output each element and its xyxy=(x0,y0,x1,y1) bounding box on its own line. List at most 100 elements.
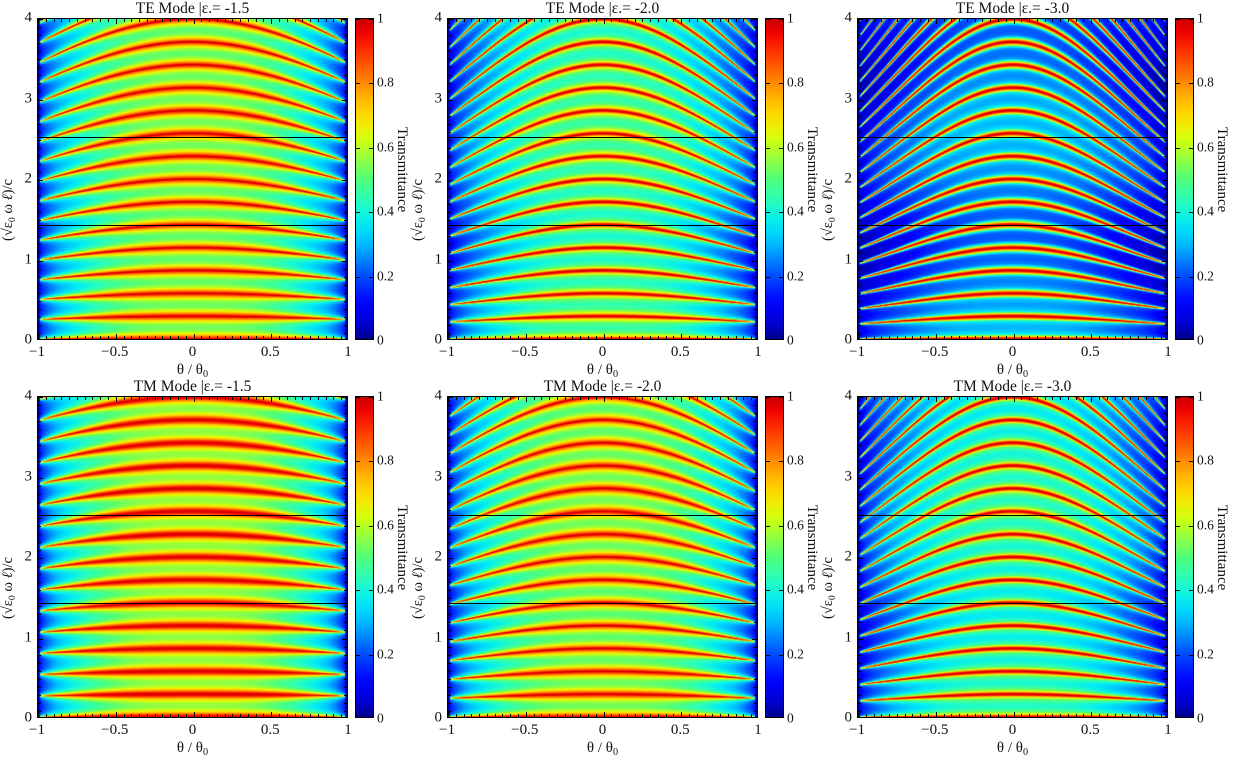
heatmap-raster xyxy=(858,397,1167,717)
y-tick-label: 3 xyxy=(24,468,33,484)
x-tick-label: 0.5 xyxy=(260,344,280,360)
colorbar-tick-label: 0.8 xyxy=(787,452,804,468)
colorbar-title: Transmittance xyxy=(394,505,410,591)
y-tick-label: 0 xyxy=(844,709,853,726)
colorbar xyxy=(1175,396,1194,718)
x-tick-label: 0 xyxy=(598,722,607,738)
colorbar-tick xyxy=(766,19,770,20)
colorbar-tick-label: 0.4 xyxy=(1197,203,1214,219)
panel-te--3: TE Mode |ε.= -3.0 −1 −0.5 0 0.5 1 0 1 2 3 4 θ / θ0 (… xyxy=(820,0,1240,382)
marker-line xyxy=(858,514,1167,516)
colorbar-tick-label: 0.4 xyxy=(377,203,394,219)
x-tick-label: 0 xyxy=(188,344,197,360)
colorbar-tick-label: 0 xyxy=(787,710,794,726)
colorbar xyxy=(765,396,784,718)
colorbar-tick xyxy=(356,276,360,278)
colorbar-tick-label: 0.4 xyxy=(1197,581,1214,597)
colorbar-tick xyxy=(779,276,783,278)
colorbar-tick xyxy=(369,461,373,463)
x-axis-title: θ / θ0 xyxy=(996,362,1029,380)
x-tick-label: 0 xyxy=(1008,344,1017,360)
colorbar-tick xyxy=(1176,212,1180,214)
x-tick-label: −0.5 xyxy=(511,722,539,738)
colorbar-tick xyxy=(766,83,770,85)
colorbar-tick xyxy=(369,83,373,85)
colorbar-tick-label: 0.6 xyxy=(377,139,394,155)
colorbar-tick xyxy=(1189,147,1193,149)
colorbar xyxy=(1175,18,1194,340)
x-tick-label: 0.5 xyxy=(1080,344,1100,360)
heatmap-raster xyxy=(38,397,347,717)
colorbar-tick-label: 0.8 xyxy=(1197,74,1214,90)
colorbar-tick-label: 0.2 xyxy=(1197,645,1214,661)
x-axis-title: θ / θ0 xyxy=(176,740,209,758)
y-tick-label: 4 xyxy=(434,9,443,26)
colorbar-tick-label: 0.8 xyxy=(1197,452,1214,468)
y-tick-label: 4 xyxy=(24,9,33,26)
colorbar-tick xyxy=(766,525,770,527)
colorbar-tick xyxy=(369,397,373,398)
y-tick-label: 2 xyxy=(24,170,33,187)
colorbar-tick-label: 1 xyxy=(1197,10,1204,26)
colorbar-tick-label: 0 xyxy=(377,332,384,348)
colorbar-tick-label: 0.8 xyxy=(377,74,394,90)
colorbar-tick-label: 0 xyxy=(1197,710,1204,726)
colorbar-title: Transmittance xyxy=(1214,127,1230,213)
colorbar-tick-label: 0.4 xyxy=(787,203,804,219)
colorbar-tick xyxy=(1176,397,1180,398)
heatmap-plot-area xyxy=(447,396,758,718)
marker-line xyxy=(448,225,757,227)
marker-line xyxy=(858,603,1167,605)
colorbar-gradient xyxy=(356,397,373,717)
colorbar-tick xyxy=(1189,461,1193,463)
colorbar-tick xyxy=(779,525,783,527)
y-tick-label: 3 xyxy=(844,468,853,484)
y-tick-label: 1 xyxy=(24,251,33,267)
y-tick-label: 1 xyxy=(844,629,853,645)
x-tick-label: 1 xyxy=(754,344,762,360)
x-tick-label: 1 xyxy=(344,722,352,738)
marker-line xyxy=(448,514,757,516)
colorbar-tick xyxy=(1189,590,1193,592)
x-tick-label: 1 xyxy=(1164,722,1172,738)
y-tick-label: 4 xyxy=(24,387,33,404)
colorbar-tick xyxy=(1189,212,1193,214)
colorbar-tick xyxy=(1189,397,1193,398)
y-tick-label: 3 xyxy=(434,468,443,484)
colorbar-tick xyxy=(356,212,360,214)
colorbar-tick xyxy=(779,397,783,398)
colorbar-tick-label: 0.2 xyxy=(377,645,394,661)
y-tick-label: 0 xyxy=(844,331,853,348)
colorbar-gradient xyxy=(356,19,373,339)
panel-title: TM Mode |ε.= -2.0 xyxy=(543,378,662,395)
colorbar-gradient xyxy=(766,19,783,339)
colorbar-tick xyxy=(766,654,770,656)
x-tick-label: 0 xyxy=(1008,722,1017,738)
colorbar-tick xyxy=(356,525,360,527)
colorbar-tick xyxy=(356,147,360,149)
colorbar-tick xyxy=(779,147,783,149)
colorbar-tick-label: 0.2 xyxy=(787,267,804,283)
colorbar-tick xyxy=(779,212,783,214)
colorbar-gradient xyxy=(1176,19,1193,339)
colorbar-tick xyxy=(766,212,770,214)
colorbar-tick xyxy=(779,461,783,463)
colorbar xyxy=(355,396,374,718)
colorbar-tick xyxy=(1189,276,1193,278)
colorbar-tick-label: 1 xyxy=(377,10,384,26)
y-axis-title: (√ε0 ω ℓ)/c xyxy=(0,557,18,619)
colorbar-tick xyxy=(1176,525,1180,527)
colorbar-tick xyxy=(1189,525,1193,527)
colorbar-tick-label: 0 xyxy=(377,710,384,726)
x-axis-title: θ / θ0 xyxy=(586,740,619,758)
colorbar-tick xyxy=(779,83,783,85)
heatmap-plot-area xyxy=(857,396,1168,718)
panel-title: TE Mode |ε.= -3.0 xyxy=(955,0,1070,17)
colorbar-tick xyxy=(356,461,360,463)
colorbar-tick xyxy=(766,397,770,398)
colorbar-tick xyxy=(1176,19,1180,20)
y-tick-label: 4 xyxy=(844,387,853,404)
y-tick-label: 0 xyxy=(24,709,33,726)
marker-line xyxy=(38,136,347,138)
colorbar-tick-label: 0.6 xyxy=(787,139,804,155)
